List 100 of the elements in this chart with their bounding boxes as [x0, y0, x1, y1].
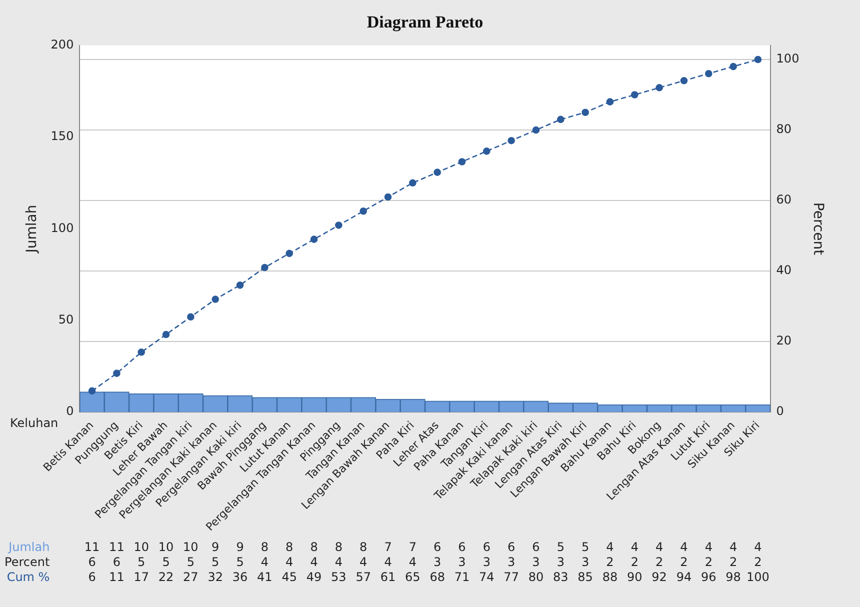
y-tick-label: 0: [66, 404, 74, 418]
y-tick-label: 200: [50, 38, 74, 52]
point: [483, 148, 490, 155]
data-label: 32: [208, 570, 223, 584]
data-label: 68: [430, 570, 445, 584]
text: Percent: [4, 555, 50, 570]
text: Cum %: [6, 570, 50, 584]
y2-axis-title: Percent: [810, 202, 826, 256]
data-label: 80: [528, 570, 544, 584]
data-label: 4: [729, 540, 738, 554]
point: [434, 168, 441, 176]
data-label: 36: [232, 570, 248, 584]
data-label: 9: [212, 540, 220, 554]
point: [384, 193, 392, 201]
data-label: 71: [454, 570, 470, 584]
text: Jumlah: [8, 540, 50, 554]
point: [88, 387, 96, 395]
data-label: 6: [532, 540, 540, 554]
point: [508, 136, 515, 144]
y2-tick-label: 60: [776, 192, 792, 207]
point: [310, 236, 318, 243]
data-label: 8: [310, 540, 318, 554]
data-label: 98: [726, 570, 741, 584]
text: 4: [384, 555, 392, 570]
text: 4: [334, 555, 342, 570]
data-label: 6: [434, 540, 442, 554]
point: [606, 98, 614, 106]
data-label: 7: [408, 540, 416, 554]
text: 6: [112, 555, 121, 570]
point: [286, 250, 293, 258]
data-label: 96: [700, 570, 716, 584]
y-tick-label: 50: [58, 312, 74, 327]
text: 3: [581, 555, 590, 570]
point: [409, 179, 416, 187]
text: 6: [88, 555, 96, 570]
data-label: 9: [236, 540, 244, 554]
data-label: 27: [183, 570, 198, 584]
data-label: 8: [334, 540, 342, 554]
data-label: 4: [655, 540, 664, 554]
data-label: 6: [482, 540, 490, 554]
data-label: 100: [746, 570, 770, 584]
text: 5: [212, 555, 220, 570]
y2-tick-label: 40: [776, 263, 792, 278]
point: [212, 296, 220, 303]
text: 2: [704, 555, 712, 570]
data-label: 6: [458, 540, 466, 554]
data-label: 49: [306, 570, 322, 584]
data-label: 83: [553, 570, 568, 584]
point: [630, 91, 638, 98]
data-label: 88: [602, 570, 618, 584]
chart-title: Diagram Pareto: [366, 12, 484, 32]
y2-tick-label: 0: [776, 404, 784, 418]
data-label: 61: [380, 570, 396, 584]
data-label: 4: [630, 540, 638, 554]
data-label: 45: [282, 570, 297, 584]
point: [582, 108, 589, 116]
y2-tick-label: 80: [776, 122, 792, 136]
y-tick-label: 100: [50, 220, 74, 235]
point: [138, 348, 146, 356]
point: [261, 264, 268, 272]
data-label: 4: [606, 540, 614, 554]
data-label: 6: [508, 540, 516, 554]
point: [532, 126, 540, 134]
point: [730, 62, 737, 70]
text: 3: [434, 555, 442, 570]
text: 4: [408, 555, 416, 570]
data-label: 41: [257, 570, 272, 584]
data-label: 94: [676, 570, 692, 584]
data-label: 8: [260, 540, 269, 554]
text: 5: [138, 555, 146, 570]
data-label: 90: [627, 570, 642, 584]
data-label: 4: [754, 540, 762, 554]
data-label: 92: [652, 570, 667, 584]
y2-tick-label: 20: [776, 334, 792, 348]
point: [187, 313, 194, 321]
y-axis-title: Jumlah: [24, 204, 40, 254]
data-label: 5: [581, 540, 590, 554]
text: 4: [310, 555, 318, 570]
point: [335, 222, 342, 229]
text: 4: [360, 555, 368, 570]
data-label: 4: [704, 540, 712, 554]
text: 2: [729, 555, 738, 570]
point: [557, 116, 564, 124]
text: 4: [260, 555, 269, 570]
x-axis-title: Keluhan: [10, 416, 58, 430]
text: 2: [606, 555, 614, 570]
point: [360, 207, 367, 215]
point: [113, 370, 120, 377]
data-label: 85: [578, 570, 593, 584]
text: 3: [532, 555, 540, 570]
text: 3: [508, 555, 516, 570]
y2-tick-label: 100: [776, 52, 800, 66]
data-label: 53: [331, 570, 346, 584]
text: 2: [630, 555, 638, 570]
data-label: 10: [134, 540, 150, 554]
text: 3: [458, 555, 466, 570]
text: 2: [655, 555, 664, 570]
point: [656, 84, 663, 92]
point: [458, 158, 466, 166]
text: 3: [556, 555, 564, 570]
